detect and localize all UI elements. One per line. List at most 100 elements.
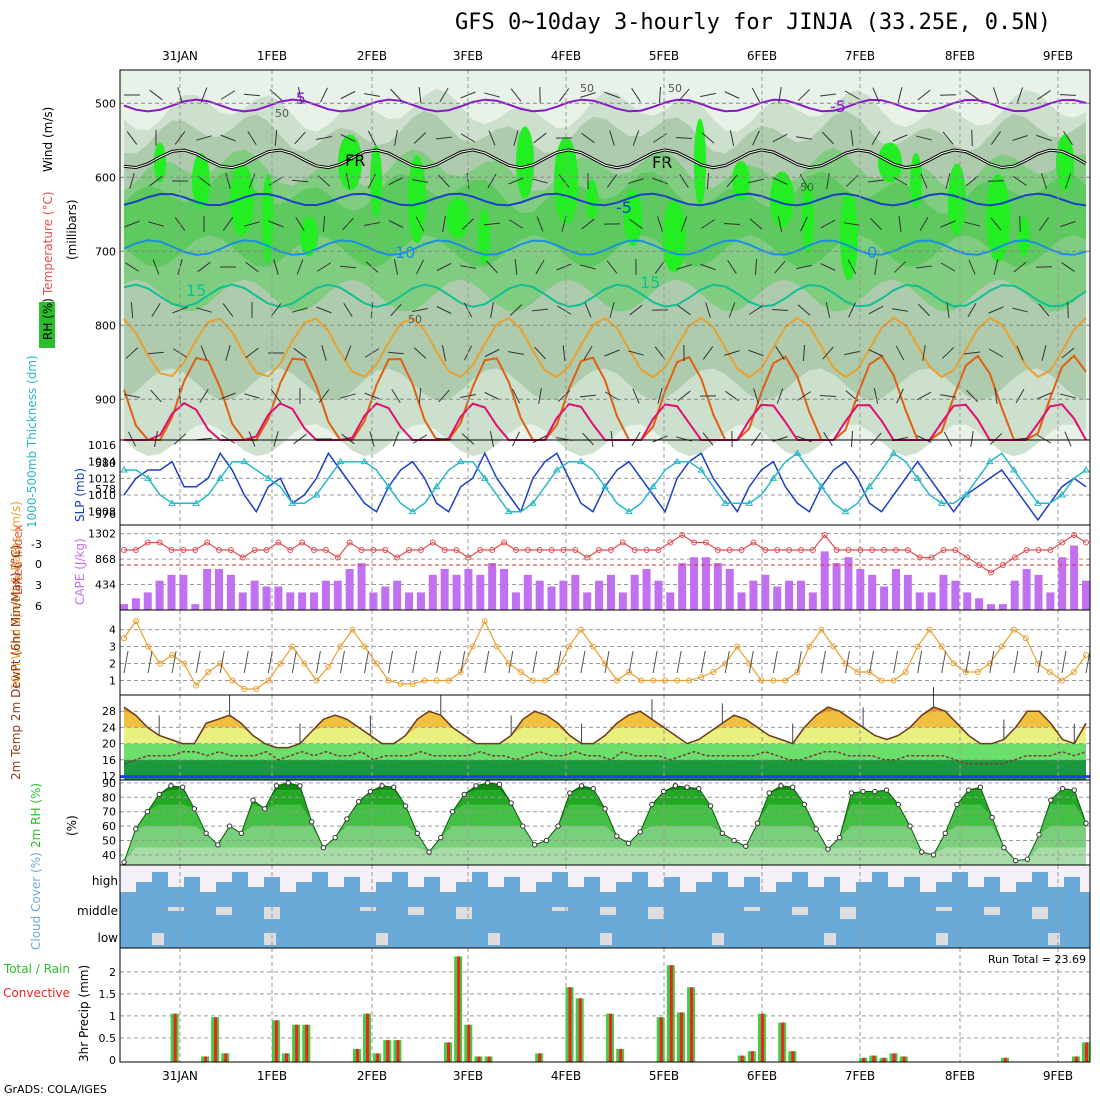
surface-wind-barb <box>123 650 129 674</box>
rh-marker <box>1001 845 1007 851</box>
wind-barb <box>606 260 618 274</box>
wind-barb <box>412 179 428 183</box>
rh-marker <box>1083 820 1089 826</box>
rh-marker <box>133 826 139 832</box>
wind-barb <box>435 136 453 140</box>
wind-barb <box>316 306 332 314</box>
wind-marker <box>517 669 524 676</box>
precip-convective-bar <box>204 1056 208 1062</box>
wind-barb <box>222 217 234 231</box>
wind-barb <box>368 173 376 189</box>
li-marker <box>489 547 496 553</box>
cloud-mid-cell <box>360 907 376 911</box>
wind-marker <box>926 626 933 633</box>
wind-barb <box>680 216 688 232</box>
wind-barb <box>918 303 930 317</box>
wind-barb <box>388 176 404 186</box>
rh-marker <box>965 787 972 793</box>
thickness-tick: 576 <box>95 508 116 521</box>
wind-barb <box>965 90 979 100</box>
wind-barb <box>604 391 620 401</box>
surface-wind-barb <box>436 650 442 674</box>
precip-convective-bar <box>902 1056 906 1062</box>
rh-marker <box>778 783 784 789</box>
rh-marker <box>426 849 432 855</box>
li-marker <box>1035 547 1042 553</box>
li-marker <box>702 539 709 546</box>
wind-barb <box>556 263 572 271</box>
wind-barb <box>558 174 570 188</box>
cape-bar <box>405 592 414 610</box>
surface-wind-barb <box>845 650 850 674</box>
temp-band <box>124 711 1086 748</box>
li-marker <box>667 539 674 546</box>
thickness-marker <box>192 499 201 506</box>
surface-wind-barb <box>869 650 875 674</box>
wind-barb <box>532 178 548 184</box>
wind-barb <box>268 220 284 228</box>
cape-bar <box>476 574 485 610</box>
thickness-marker <box>384 482 393 490</box>
thickness-marker <box>697 466 706 473</box>
wind-barb <box>963 351 981 355</box>
cape-bar <box>1070 545 1079 610</box>
li-marker <box>501 539 508 546</box>
cape-bar <box>500 568 509 610</box>
rh-maximum <box>370 145 382 217</box>
surface-wind-barb <box>628 650 634 674</box>
cape-bar <box>796 580 805 610</box>
rh-maximum <box>840 192 858 281</box>
wind-barb <box>220 392 236 400</box>
wind-marker <box>962 669 969 676</box>
isotherm--5 <box>123 98 1087 113</box>
li-marker <box>631 547 638 553</box>
wind-barb <box>771 308 789 312</box>
li-marker <box>275 539 282 546</box>
surface-wind-barb <box>772 650 778 674</box>
thickness-marker <box>721 499 730 506</box>
cloud-mid-cell <box>456 907 472 919</box>
cape-bar <box>333 580 342 610</box>
li-tick: -3 <box>31 538 42 551</box>
rh-marker <box>285 780 291 786</box>
cloud-high-cell <box>664 877 680 892</box>
wind-barb <box>393 259 399 275</box>
rh-marker <box>531 842 538 848</box>
wind-barb <box>1064 431 1072 447</box>
rh-marker <box>1024 856 1031 862</box>
rh-marker <box>461 791 467 798</box>
rh-marker <box>156 791 162 798</box>
precip-convective-bar <box>173 1013 177 1062</box>
cape-bar <box>820 551 829 610</box>
wind-marker <box>145 643 152 650</box>
thickness-marker <box>1009 466 1018 473</box>
cloud-mid-cell <box>216 907 232 915</box>
rh-marker <box>1071 787 1077 793</box>
cape-bar <box>571 574 580 610</box>
cloud-high-cell <box>344 877 360 892</box>
thickness-marker <box>312 491 321 498</box>
wind-barb <box>922 345 926 361</box>
cloud-high-cell <box>776 882 792 892</box>
li-marker <box>952 547 959 553</box>
wind-marker <box>794 669 801 676</box>
wind-barb <box>1019 215 1021 233</box>
wind-marker <box>565 643 572 650</box>
cape-bar <box>250 580 259 610</box>
cloud-high-cell <box>584 877 600 892</box>
cape-bar <box>963 592 972 610</box>
wind-barb <box>796 435 812 443</box>
wind-barb <box>244 393 260 399</box>
cloud-high-cell <box>696 882 712 892</box>
wind-barb <box>1060 221 1076 227</box>
rh-maximum <box>338 134 362 191</box>
cloud-high-cell <box>792 872 808 892</box>
rh-marker <box>144 808 151 815</box>
wind-barb <box>988 348 1004 358</box>
rh-marker <box>801 801 808 808</box>
cloud-mid-cell <box>600 907 616 915</box>
wind-barb <box>772 177 788 185</box>
wind-barb <box>677 304 691 316</box>
wind-barb <box>150 389 162 403</box>
precip-convective-bar <box>295 1024 299 1062</box>
